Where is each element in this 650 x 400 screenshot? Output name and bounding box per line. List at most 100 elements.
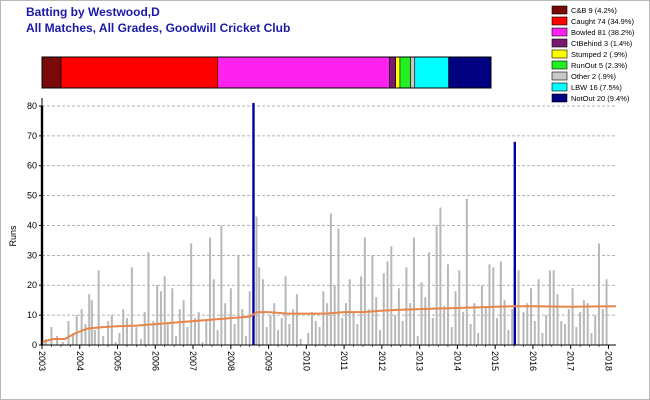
x-tick-label: 2010 bbox=[301, 351, 311, 371]
innings-bar bbox=[75, 315, 78, 345]
y-tick-label: 50 bbox=[27, 191, 37, 201]
innings-bar bbox=[594, 315, 597, 345]
innings-bar bbox=[469, 324, 472, 345]
legend-swatch bbox=[551, 71, 568, 81]
innings-bar bbox=[147, 252, 150, 345]
innings-bar bbox=[465, 198, 468, 345]
innings-bar bbox=[156, 285, 159, 345]
innings-bar bbox=[311, 312, 314, 345]
legend-entry: NotOut 20 (9.4%) bbox=[571, 94, 630, 103]
x-tick-label: 2007 bbox=[188, 351, 198, 371]
dismissal-segment bbox=[410, 56, 416, 89]
innings-bar bbox=[233, 324, 236, 345]
innings-bar bbox=[280, 318, 283, 345]
innings-bar bbox=[363, 237, 366, 345]
innings-bar bbox=[209, 237, 212, 345]
innings-bar bbox=[390, 246, 393, 345]
innings-bar bbox=[229, 288, 232, 345]
highlighted-innings-bar bbox=[513, 141, 516, 345]
legend-swatch bbox=[551, 49, 568, 59]
innings-bar bbox=[258, 267, 261, 345]
innings-bar bbox=[212, 279, 215, 345]
innings-bar bbox=[326, 303, 329, 345]
legend-entry: Stumped 2 (.9%) bbox=[571, 50, 628, 59]
innings-bar bbox=[307, 333, 310, 345]
innings-bar bbox=[507, 330, 510, 345]
innings-bar bbox=[295, 294, 298, 345]
innings-bar bbox=[178, 309, 181, 345]
innings-bar bbox=[139, 339, 142, 345]
innings-bar bbox=[575, 327, 578, 345]
innings-bar bbox=[175, 336, 178, 345]
innings-bar bbox=[107, 321, 110, 345]
average-line bbox=[41, 305, 617, 343]
innings-bar bbox=[333, 285, 336, 345]
innings-bar bbox=[201, 342, 204, 345]
x-tick-label: 2008 bbox=[226, 351, 236, 371]
innings-bar bbox=[605, 279, 608, 345]
legend-entry: LBW 16 (7.5%) bbox=[571, 83, 622, 92]
x-tick-label: 2009 bbox=[264, 351, 274, 371]
innings-bar bbox=[416, 336, 419, 345]
y-tick-label: 30 bbox=[27, 250, 37, 260]
innings-bar bbox=[220, 225, 223, 345]
innings-bar bbox=[450, 327, 453, 345]
dismissal-segment bbox=[217, 56, 390, 89]
x-tick-label: 2011 bbox=[339, 351, 349, 370]
x-tick-label: 2005 bbox=[113, 351, 123, 371]
y-tick-label: 10 bbox=[27, 310, 37, 320]
innings-bar bbox=[163, 276, 166, 345]
x-tick-label: 2016 bbox=[528, 351, 538, 371]
innings-bar bbox=[484, 306, 487, 345]
innings-bar bbox=[90, 300, 93, 345]
innings-bar bbox=[216, 330, 219, 345]
innings-bar bbox=[352, 312, 355, 345]
innings-bar bbox=[499, 261, 502, 345]
innings-bar bbox=[428, 252, 431, 345]
innings-bar bbox=[367, 309, 370, 345]
legend-swatch bbox=[551, 82, 568, 92]
innings-bar bbox=[186, 327, 189, 345]
innings-bar bbox=[582, 300, 585, 345]
innings-bar bbox=[159, 291, 162, 345]
innings-bar bbox=[473, 303, 476, 345]
legend-swatch bbox=[551, 38, 568, 48]
innings-bar bbox=[237, 255, 240, 345]
innings-bar bbox=[598, 243, 601, 345]
legend-swatch bbox=[551, 16, 568, 26]
innings-bar bbox=[130, 267, 133, 345]
innings-bar bbox=[386, 261, 389, 345]
innings-bar bbox=[102, 336, 105, 345]
innings-bar bbox=[435, 225, 438, 345]
innings-bar bbox=[590, 333, 593, 345]
innings-bar bbox=[526, 303, 529, 345]
y-tick-label: 70 bbox=[27, 131, 37, 141]
x-tick-label: 2004 bbox=[75, 351, 85, 371]
innings-bar bbox=[299, 339, 302, 345]
innings-bar bbox=[503, 300, 506, 345]
innings-bar bbox=[171, 288, 174, 345]
innings-bar bbox=[61, 342, 64, 345]
innings-bar bbox=[560, 321, 563, 345]
x-tick-label: 2006 bbox=[150, 351, 160, 371]
innings-bar bbox=[248, 291, 251, 345]
legend-swatch bbox=[551, 27, 568, 37]
dismissal-segment bbox=[60, 56, 219, 89]
innings-bar bbox=[190, 243, 193, 345]
innings-bar bbox=[405, 267, 408, 345]
legend-entry: RunOut 5 (2.3%) bbox=[571, 61, 628, 70]
innings-bar bbox=[511, 309, 514, 345]
innings-bar bbox=[135, 327, 138, 345]
innings-bar bbox=[88, 294, 91, 345]
dismissal-segment bbox=[399, 56, 411, 89]
innings-bar bbox=[517, 270, 520, 345]
innings-bar bbox=[118, 333, 121, 345]
innings-bar bbox=[205, 321, 208, 345]
innings-bar bbox=[255, 216, 258, 345]
innings-bar bbox=[197, 312, 200, 345]
innings-bar bbox=[50, 327, 53, 345]
innings-bar bbox=[537, 279, 540, 345]
innings-bar bbox=[110, 315, 113, 345]
innings-bar bbox=[541, 333, 544, 345]
legend-entry: C&B 9 (4.2%) bbox=[571, 6, 617, 15]
